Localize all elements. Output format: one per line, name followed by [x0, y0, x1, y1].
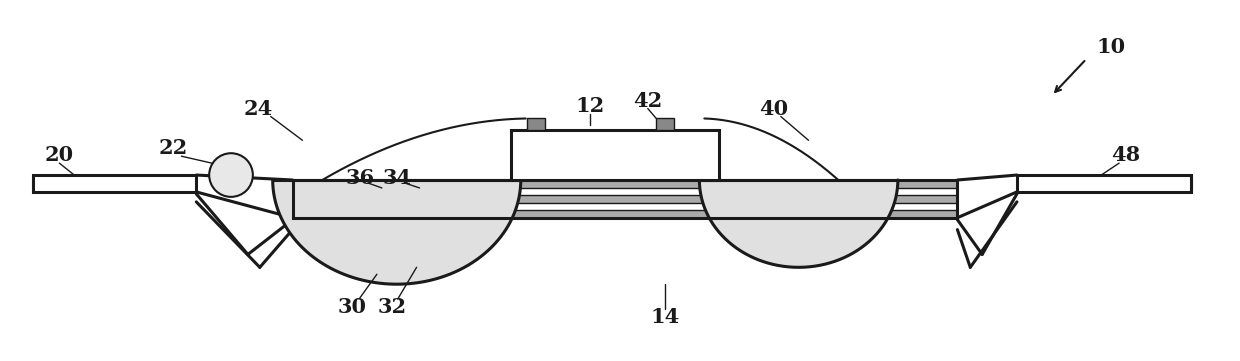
Text: 34: 34	[382, 168, 412, 188]
Bar	[293, 210, 957, 218]
Text: 32: 32	[377, 297, 407, 317]
FancyBboxPatch shape	[32, 175, 196, 192]
Bar	[293, 188, 957, 195]
Text: 14: 14	[650, 307, 680, 327]
Text: 48: 48	[1111, 145, 1141, 165]
Polygon shape	[273, 180, 521, 284]
Text: 10: 10	[1096, 37, 1126, 57]
Bar	[293, 195, 957, 203]
Bar	[293, 203, 957, 210]
FancyBboxPatch shape	[1017, 175, 1190, 192]
Bar	[293, 180, 957, 218]
Text: 30: 30	[337, 297, 367, 317]
Text: 36: 36	[346, 168, 374, 188]
Text: 20: 20	[45, 145, 74, 165]
Bar	[293, 180, 957, 188]
Bar	[527, 118, 544, 130]
Circle shape	[210, 153, 253, 197]
Bar	[656, 118, 673, 130]
Text: 12: 12	[575, 96, 605, 116]
Text: 42: 42	[634, 91, 662, 110]
Text: 24: 24	[243, 99, 273, 118]
Text: 22: 22	[159, 138, 188, 158]
Bar	[511, 130, 719, 180]
Polygon shape	[699, 180, 898, 268]
Text: 40: 40	[759, 99, 789, 118]
